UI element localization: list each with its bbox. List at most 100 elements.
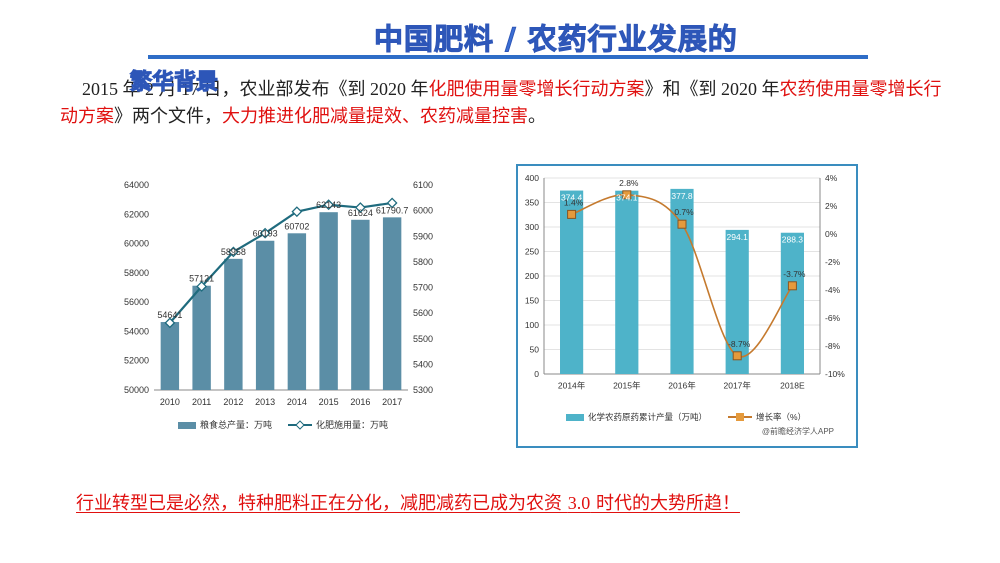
bar-mark bbox=[382, 217, 402, 390]
y-right-tick-label: 5800 bbox=[413, 257, 433, 267]
line-point-marker bbox=[386, 197, 398, 209]
bar-mark bbox=[160, 322, 180, 390]
line-point-marker bbox=[622, 190, 632, 200]
series-line bbox=[571, 193, 794, 358]
x-tick-label: 2017 bbox=[382, 397, 402, 407]
bar-data-label: 60193 bbox=[253, 229, 278, 239]
legend-bar-swatch bbox=[566, 414, 584, 421]
pesticide-production-chart: 0 50 100 150 200 250 300 350 400 -10% -8% -6% -4% -2%… bbox=[516, 164, 858, 448]
x-tick-label: 2012 bbox=[223, 397, 243, 407]
y-right-tick-label: 2% bbox=[825, 201, 838, 211]
para-reduction-goal: 大力推进化肥减量提效、农药减量控害 bbox=[222, 106, 528, 126]
y-right-tick-label: 5500 bbox=[413, 334, 433, 344]
y-left-tick-label: 150 bbox=[525, 296, 539, 306]
line-data-label: 2.8% bbox=[619, 178, 639, 188]
line-point-marker bbox=[164, 317, 176, 329]
line-point-marker bbox=[354, 202, 366, 213]
bar-mark bbox=[319, 212, 338, 390]
y-left-tick-label: 400 bbox=[525, 173, 539, 183]
bar-data-label: 294.1 bbox=[727, 232, 749, 242]
y-left-tick-label: 60000 bbox=[124, 239, 149, 249]
legend-line-label: 化肥施用量：万吨 bbox=[316, 419, 388, 430]
y-right-tick-label: 5700 bbox=[413, 283, 433, 293]
para-end: 。 bbox=[528, 106, 546, 126]
x-tick-label: 2014年 bbox=[558, 381, 586, 391]
bar-data-label: 54641 bbox=[157, 310, 182, 320]
y-left-tick-label: 50000 bbox=[124, 385, 149, 395]
bar-data-label: 288.3 bbox=[782, 235, 804, 245]
line-point-marker bbox=[567, 209, 577, 219]
bar-data-label: 60702 bbox=[284, 221, 309, 231]
bar-data-label: 58958 bbox=[221, 247, 246, 257]
bar-mark bbox=[780, 232, 804, 374]
x-tick-label: 2017年 bbox=[723, 381, 751, 391]
bar-data-label: 57121 bbox=[189, 274, 214, 284]
bar-mark bbox=[615, 190, 639, 374]
bar-mark bbox=[560, 190, 584, 374]
line-data-label: -8.7% bbox=[728, 339, 751, 349]
intro-paragraph: 2015 年 2 月 17 日，农业部发布《到 2020 年化肥使用量零增长行动… bbox=[60, 76, 950, 130]
y-left-tick-label: 300 bbox=[525, 222, 539, 232]
y-right-tick-label: -4% bbox=[825, 285, 841, 295]
y-left-tick-label: 56000 bbox=[124, 297, 149, 307]
x-tick-label: 2015 bbox=[319, 397, 339, 407]
bar-data-label: 62143 bbox=[316, 200, 341, 210]
y-left-tick-label: 200 bbox=[525, 271, 539, 281]
y-right-tick-label: 5300 bbox=[413, 385, 433, 395]
y-left-tick-label: 100 bbox=[525, 320, 539, 330]
bar-data-label: 61624 bbox=[348, 208, 373, 218]
conclusion-version: 3.0 bbox=[567, 493, 591, 513]
x-tick-label: 2015年 bbox=[613, 381, 641, 391]
legend-bar-swatch bbox=[178, 422, 196, 429]
line-point-marker bbox=[259, 227, 271, 239]
legend-bar-label: 粮食总产量：万吨 bbox=[200, 419, 272, 430]
line-data-label: 0.7% bbox=[674, 207, 694, 217]
y-right-tick-label: 5600 bbox=[413, 308, 433, 318]
para-pesticide-plan: 农药使用量零增长行动方案 bbox=[60, 79, 942, 126]
slide-title: 中国肥料 / 农药行业发展的 bbox=[374, 22, 738, 57]
bar-mark bbox=[287, 233, 307, 390]
y-right-tick-label: -8% bbox=[825, 341, 841, 351]
conclusion-part-a: 行业转型已是必然，特种肥料正在分化，减肥减药已成为农资 bbox=[76, 493, 568, 514]
x-tick-label: 2014 bbox=[287, 397, 307, 407]
y-right-tick-label: 5900 bbox=[413, 231, 433, 241]
source-label: @前瞻经济学人APP bbox=[762, 426, 834, 436]
grain-fertilizer-chart-svg: 50000 52000 54000 56000 58000 60000 62000 64000… bbox=[124, 180, 433, 430]
y-right-tick-label: 6100 bbox=[413, 180, 433, 190]
y-left-tick-label: 50 bbox=[530, 345, 540, 355]
legend-line-marker bbox=[295, 420, 305, 430]
legend-line-marker bbox=[736, 413, 744, 421]
y-left-tick-label: 250 bbox=[525, 247, 539, 257]
x-tick-label: 2016年 bbox=[668, 381, 696, 391]
line-data-label: -3.7% bbox=[783, 269, 806, 279]
y-left-tick-label: 58000 bbox=[124, 268, 149, 278]
bar-mark bbox=[255, 240, 275, 390]
y-left-tick-label: 54000 bbox=[124, 326, 149, 336]
para-ministry: 农业部发布《到 2020 年 bbox=[239, 79, 429, 99]
y-right-tick-label: 5400 bbox=[413, 359, 433, 369]
x-tick-label: 2010 bbox=[160, 397, 180, 407]
line-point-marker bbox=[787, 281, 797, 291]
conclusion-part-b: 时代的大势所趋！ bbox=[590, 493, 740, 514]
y-left-tick-label: 52000 bbox=[124, 356, 149, 366]
y-right-tick-label: -2% bbox=[825, 257, 841, 267]
y-left-tick-label: 0 bbox=[534, 369, 539, 379]
line-point-marker bbox=[323, 199, 335, 211]
legend-line-label: 增长率（%） bbox=[756, 412, 806, 422]
x-tick-label: 2016 bbox=[350, 397, 370, 407]
bar-data-label: 374.1 bbox=[616, 193, 638, 203]
x-tick-label: 2018E bbox=[780, 381, 805, 391]
y-left-tick-label: 62000 bbox=[124, 209, 149, 219]
grain-fertilizer-chart: 50000 52000 54000 56000 58000 60000 62000 64000… bbox=[108, 168, 452, 442]
bar-mark bbox=[224, 258, 243, 390]
y-right-tick-label: -6% bbox=[825, 313, 841, 323]
y-left-tick-label: 64000 bbox=[124, 180, 149, 190]
x-tick-label: 2013 bbox=[255, 397, 275, 407]
para-documents: 》两个文件， bbox=[114, 106, 222, 126]
y-right-tick-label: 6000 bbox=[413, 206, 433, 216]
line-point-marker bbox=[732, 351, 742, 361]
slide-title-overflow: 繁华背景 bbox=[129, 70, 219, 96]
bar-mark bbox=[192, 285, 211, 390]
conclusion-text: 行业转型已是必然，特种肥料正在分化，减肥减药已成为农资 3.0 时代的大势所趋！ bbox=[76, 489, 896, 515]
line-point-marker bbox=[291, 206, 303, 218]
